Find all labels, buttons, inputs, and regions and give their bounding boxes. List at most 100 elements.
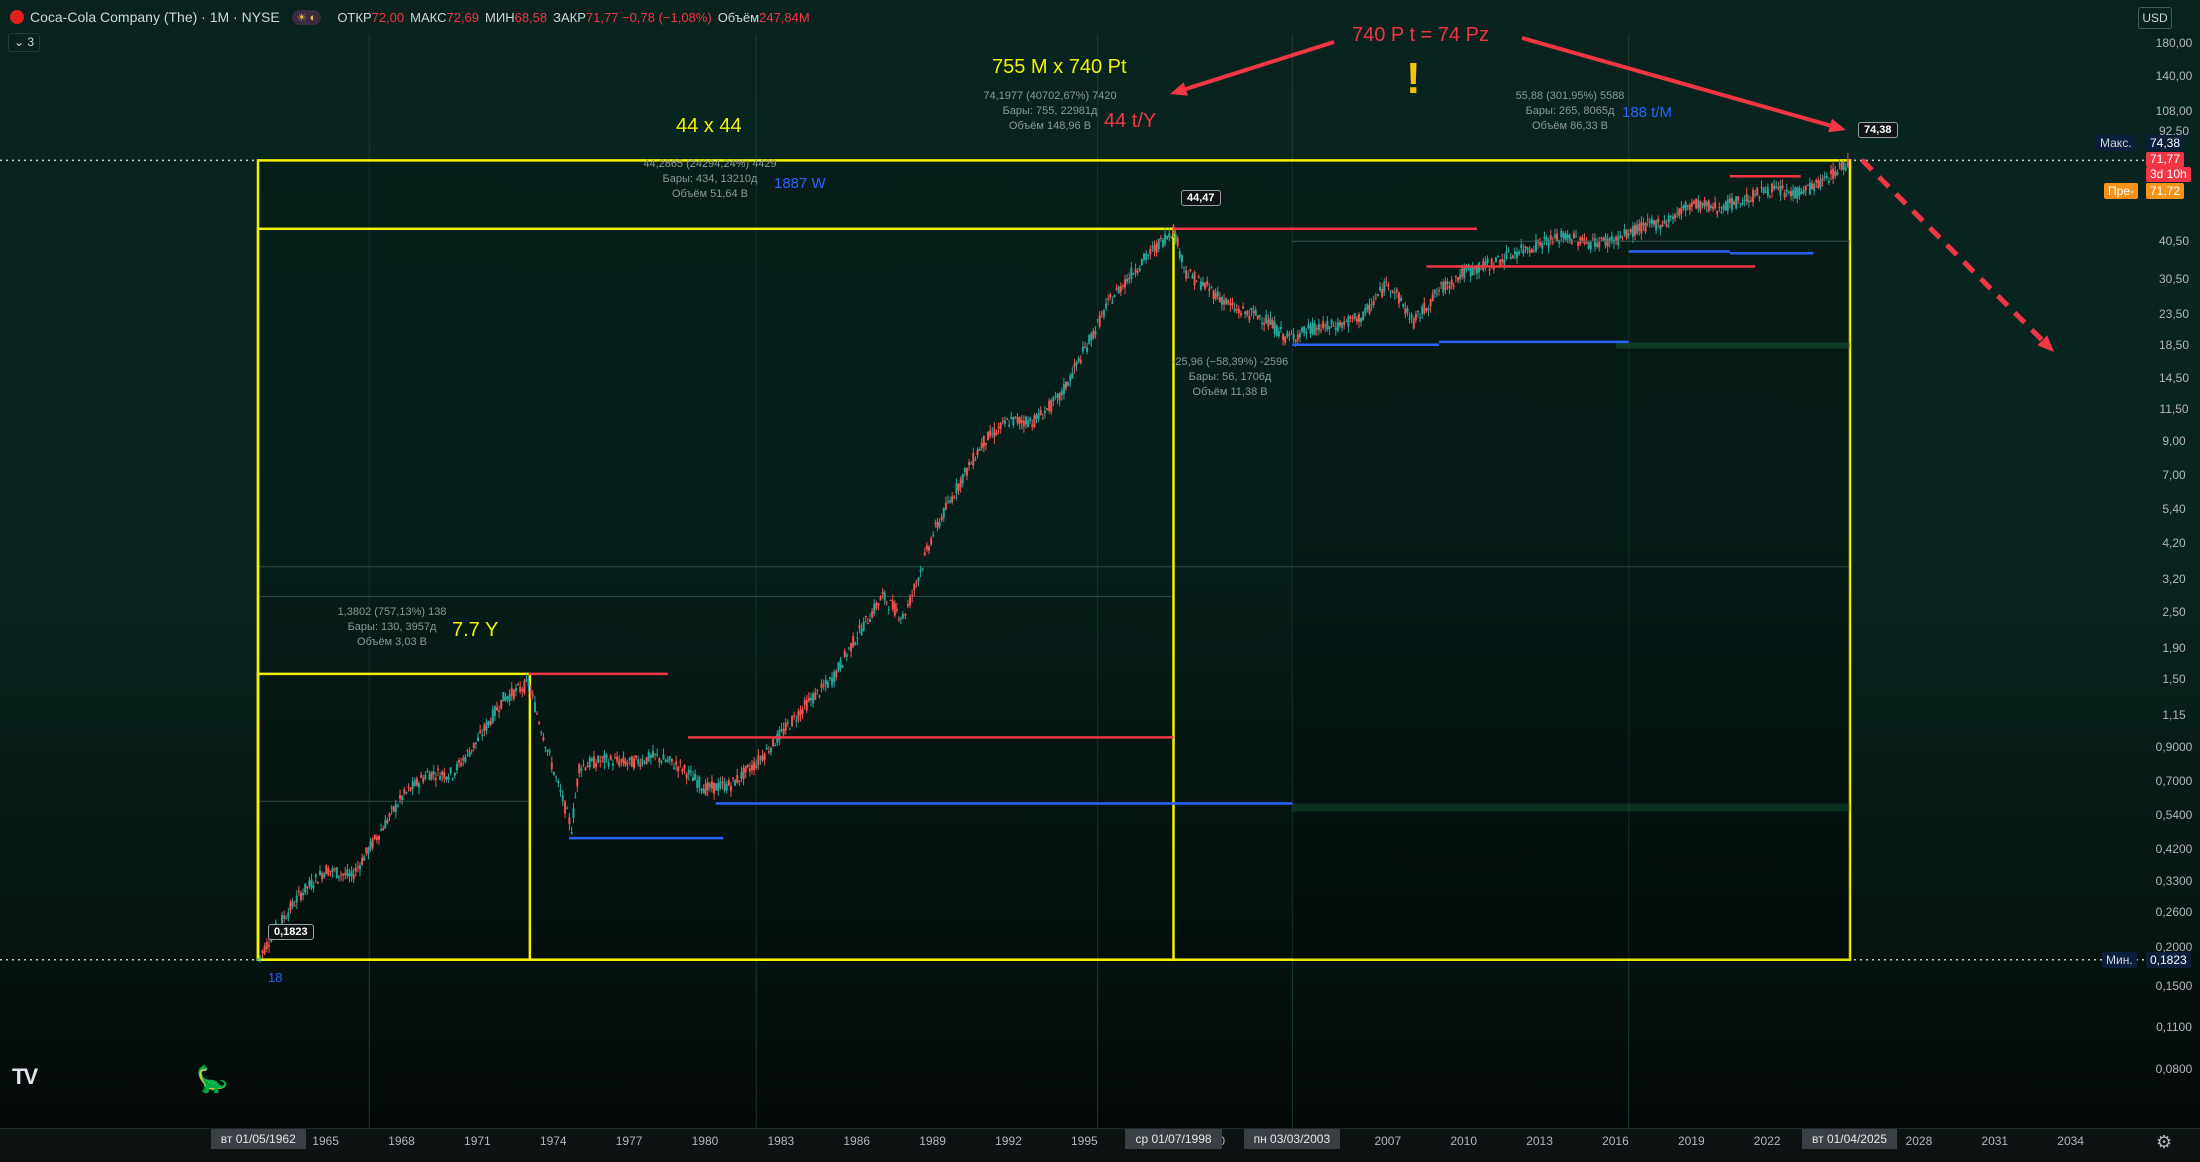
max-price-tag: 74,38: [2146, 135, 2185, 151]
candle-body: [1370, 304, 1373, 306]
candle-body: [359, 865, 362, 870]
measure-recent-stats[interactable]: 55,88 (301,95%) 5588 Бары: 265, 8065д Об…: [1500, 89, 1640, 134]
candle-body: [1393, 291, 1396, 294]
candle-body: [588, 757, 591, 768]
measure-year-stats[interactable]: 1,3802 (757,13%) 138 Бары: 130, 3957д Об…: [322, 605, 462, 650]
candle-body: [828, 677, 831, 679]
candle-body: [1606, 239, 1609, 247]
price-tick: 0,2000: [2155, 940, 2193, 955]
candle-body: [1446, 281, 1449, 285]
candle-body: [871, 611, 874, 618]
measure-stat: Объём 86,33 B: [1531, 120, 1609, 132]
candle-body: [1720, 211, 1723, 213]
measure-drawdown-stats[interactable]: -25,96 (−58,39%) -2596 Бары: 56, 1706д О…: [1160, 355, 1300, 400]
candle-body: [1376, 294, 1379, 296]
currency-button[interactable]: USD: [2138, 7, 2172, 29]
annotation-1887w[interactable]: 1887 W: [774, 175, 826, 192]
candle-body: [1821, 178, 1824, 181]
candle-body: [1402, 304, 1405, 307]
price-label-74-38[interactable]: 74,38: [1858, 122, 1898, 138]
candle-body: [512, 689, 515, 700]
candle-body: [953, 497, 956, 499]
candle-body: [439, 775, 442, 780]
annotation-18[interactable]: 18: [268, 970, 283, 985]
candle-body: [1197, 276, 1200, 278]
candle-body: [641, 759, 644, 764]
exclamation-icon[interactable]: !: [1406, 54, 1421, 103]
candle-body: [917, 577, 920, 582]
tradingview-logo-icon[interactable]: TV: [12, 1064, 38, 1089]
session-flag-icon[interactable]: ☀ ◐: [291, 9, 322, 25]
candle-body: [1046, 408, 1049, 410]
red-dashed-down-arrow: [1860, 158, 2054, 352]
candle-body: [354, 868, 357, 872]
candle-body: [689, 770, 692, 772]
measure-stat: Бары: 130, 3957д: [347, 621, 437, 633]
dino-icon[interactable]: 🦕: [196, 1064, 229, 1094]
candle-body: [1490, 259, 1493, 267]
candle-body: [1406, 308, 1409, 313]
symbol-title[interactable]: Coca-Cola Company (The) · 1M · NYSE: [30, 9, 280, 25]
candle-body: [1355, 318, 1358, 322]
candle-body: [1237, 308, 1240, 314]
arrow-head: [1170, 82, 1188, 96]
candle-body: [837, 662, 840, 671]
candle-body: [1794, 187, 1797, 199]
annotation-44ty[interactable]: 44 t/Y: [1104, 110, 1157, 132]
candle-body: [932, 534, 935, 536]
candle-body: [1758, 196, 1761, 198]
annotation-755m[interactable]: 755 M x 740 Pt: [992, 56, 1127, 78]
candle-body: [1389, 290, 1392, 292]
candle-body: [1650, 218, 1653, 225]
candle-body: [753, 761, 756, 771]
candle-body: [1338, 321, 1341, 326]
candle-body: [940, 516, 943, 521]
candle-body: [1305, 331, 1308, 334]
annotation-188tm[interactable]: 188 t/M: [1622, 104, 1673, 121]
candle-body: [1488, 269, 1491, 271]
candle-body: [1798, 187, 1801, 196]
symbol-header[interactable]: Coca-Cola Company (The) · 1M · NYSE ☀ ◐ …: [0, 0, 810, 34]
annotation-44x44[interactable]: 44 x 44: [676, 115, 742, 137]
indicator-toggle[interactable]: ⌄ 3: [8, 33, 41, 52]
candle-body: [1189, 269, 1192, 271]
annotation-740pt[interactable]: 740 P t = 74 Pz: [1352, 24, 1489, 46]
candle-body: [525, 678, 528, 681]
candle-body: [1326, 320, 1329, 330]
price-tick: 40,50: [2158, 234, 2190, 249]
price-label-0-1823[interactable]: 0,1823: [268, 924, 314, 940]
candle-body: [1425, 308, 1428, 312]
price-tick: 0,0800: [2155, 1062, 2193, 1077]
candle-body: [723, 782, 726, 792]
candle-body: [1366, 304, 1369, 310]
candle-body: [479, 730, 482, 733]
candle-body: [548, 751, 551, 753]
candle-body: [925, 545, 928, 550]
candle-body: [495, 707, 498, 711]
candle-body: [774, 744, 777, 746]
gear-icon[interactable]: ⚙: [2156, 1132, 2173, 1152]
candle-body: [715, 783, 718, 791]
candle-body: [399, 794, 402, 799]
price-label-44-47[interactable]: 44,47: [1181, 190, 1221, 206]
candle-body: [1844, 167, 1847, 170]
candle-body: [1577, 242, 1580, 246]
candle-body: [1193, 272, 1196, 286]
candle-body: [295, 895, 298, 903]
measure-month-stats[interactable]: 74,1977 (40702,67%) 7420 Бары: 755, 2298…: [980, 89, 1120, 134]
annotation-7-7y[interactable]: 7.7 Y: [452, 619, 499, 641]
candle-body: [1056, 393, 1059, 399]
candle-body: [1010, 416, 1013, 419]
measure-week-stats[interactable]: 44,2865 (24294,24%) 4429 Бары: 434, 1321…: [640, 157, 780, 202]
candle-body: [519, 686, 522, 692]
candle-body: [1387, 284, 1390, 287]
candle-body: [1033, 415, 1036, 428]
candle-body: [891, 600, 894, 609]
candle-body: [601, 756, 604, 758]
candle-body: [605, 754, 608, 758]
candle-body: [1461, 268, 1464, 277]
candle-body: [850, 643, 853, 652]
candle-body: [1003, 420, 1006, 424]
